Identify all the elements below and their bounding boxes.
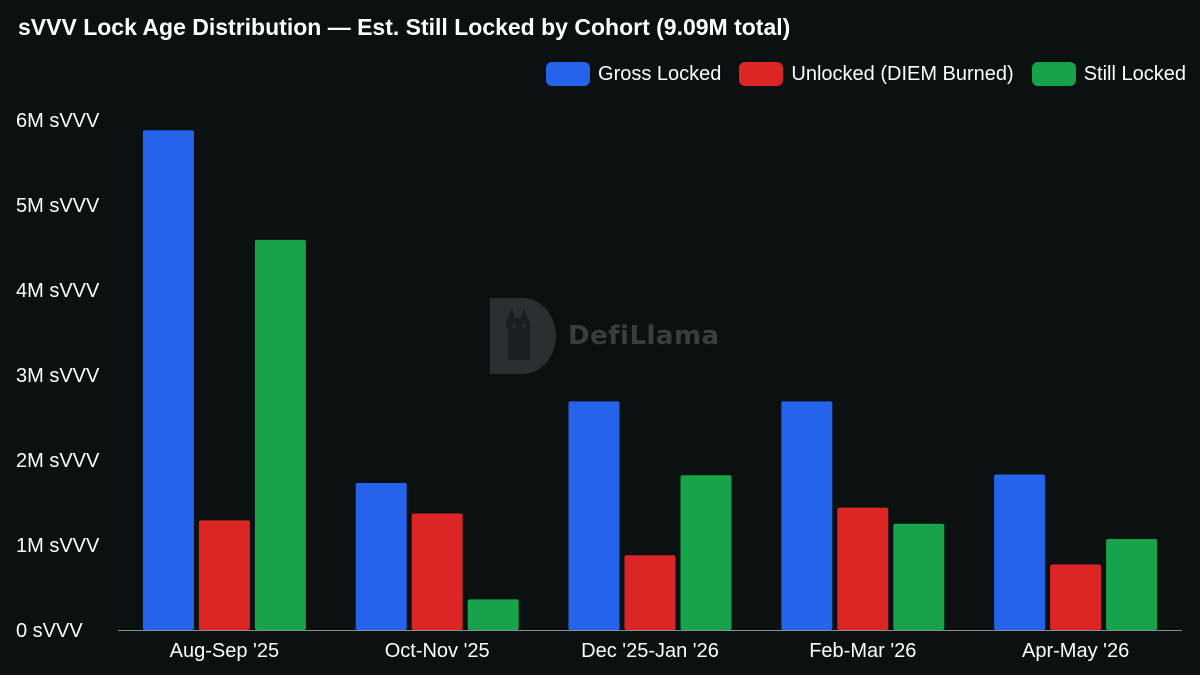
bar[interactable] [198,520,250,630]
y-tick-label: 1M sVVV [16,535,100,557]
watermark: DefiLlama [490,298,720,374]
legend-swatch-gross-locked [546,62,591,86]
x-tick-label: Aug-Sep '25 [170,640,279,662]
y-tick-label: 2M sVVV [16,450,100,472]
legend-swatch-still-locked [1031,62,1076,86]
legend-item-still-locked[interactable]: Still Locked [1031,62,1186,86]
watermark-text: DefiLlama [568,321,720,351]
legend-label-still-locked: Still Locked [1083,62,1186,85]
y-tick-label: 0 sVVV [16,620,83,642]
chart-title: sVVV Lock Age Distribution — Est. Still … [18,14,791,40]
bar[interactable] [142,130,194,630]
bars [142,130,1158,630]
chart-legend: Gross Locked Unlocked (DIEM Burned) Stil… [546,62,1186,86]
legend-item-unlocked[interactable]: Unlocked (DIEM Burned) [739,62,1014,86]
bar[interactable] [1106,539,1158,630]
bar[interactable] [893,523,945,630]
bar[interactable] [781,401,833,630]
legend-label-gross-locked: Gross Locked [598,62,722,85]
bar[interactable] [994,474,1046,630]
y-tick-label: 6M sVVV [16,110,100,132]
bar[interactable] [1050,564,1102,630]
legend-label-unlocked: Unlocked (DIEM Burned) [791,62,1014,85]
x-tick-label: Apr-May '26 [1022,640,1129,662]
legend-swatch-unlocked [739,62,784,86]
y-tick-label: 4M sVVV [16,280,100,302]
legend-item-gross-locked[interactable]: Gross Locked [546,62,721,86]
x-tick-label: Dec '25-Jan '26 [581,640,719,662]
bar[interactable] [680,475,732,630]
llama-logo-icon [490,298,556,374]
x-axis: Aug-Sep '25 Oct-Nov '25 Dec '25-Jan '26 Feb… [170,640,1130,662]
y-axis: 0 sVVV 1M sVVV 2M sVVV 3M sVVV 4M sVVV 5M sVV… [16,110,100,642]
x-tick-label: Feb-Mar '26 [809,640,916,662]
bar[interactable] [837,507,889,630]
bar[interactable] [568,401,620,630]
y-tick-label: 5M sVVV [16,195,100,217]
y-tick-label: 3M sVVV [16,365,100,387]
x-tick-label: Oct-Nov '25 [385,640,490,662]
bar[interactable] [467,599,519,630]
bar[interactable] [254,239,306,630]
bar[interactable] [355,482,407,630]
bar[interactable] [624,555,676,630]
bar[interactable] [411,513,463,630]
